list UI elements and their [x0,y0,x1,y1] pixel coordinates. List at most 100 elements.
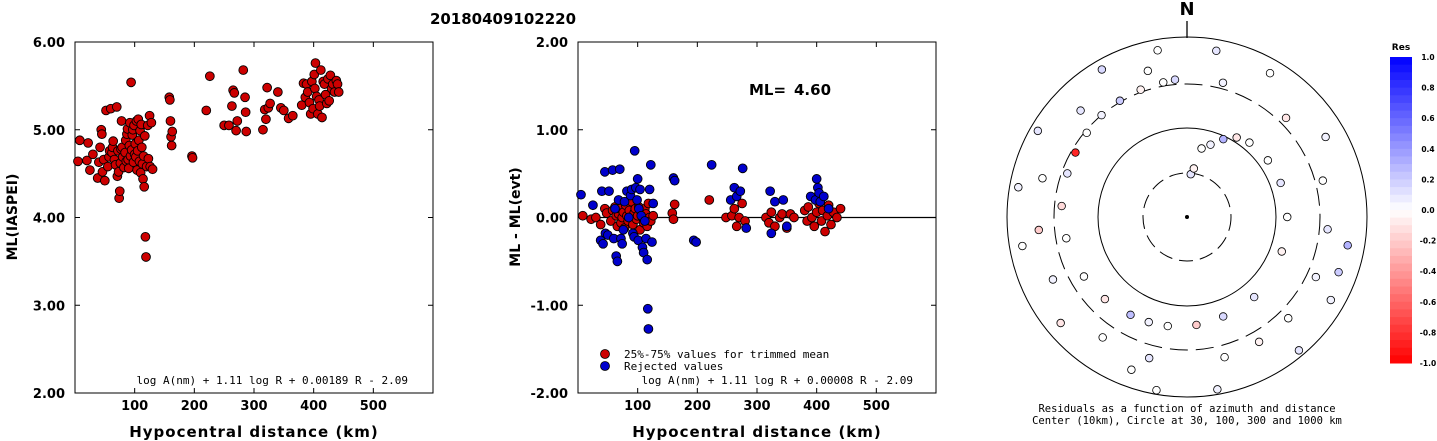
data-point [310,58,321,68]
y-tick-label: 2.00 [33,387,65,402]
data-point [333,87,344,97]
data-point [789,212,799,223]
data-point [617,238,628,249]
data-point [240,92,250,103]
data-point [770,196,780,207]
data-point [278,105,289,116]
residual-x-label: Hypocentral distance (km) [632,423,882,441]
station-residual [1062,234,1071,243]
station-residual [1034,225,1043,235]
colorbar-cell [1390,240,1412,249]
colorbar-cell [1390,317,1412,326]
residual-formula: log A(nm) + 1.11 log R + 0.00008 R - 2.0… [641,374,913,387]
colorbar-label: 0.2 [1421,175,1434,184]
data-point [141,252,151,262]
x-tick-label: 400 [300,399,327,414]
colorbar-cell [1390,79,1412,89]
station-residual [1192,320,1201,330]
data-point [598,238,608,249]
data-point [332,79,343,89]
colorbar-cell [1390,125,1412,134]
colorbar-cell [1390,294,1412,303]
data-point [126,77,136,88]
colorbar-cell [1390,148,1412,157]
station-residual [1079,272,1089,281]
colorbar-label: -1.0 [1420,359,1436,368]
station-residual [1057,201,1066,211]
x-tick-label: 300 [240,399,267,414]
data-point [265,98,275,109]
residual-legend: 25%-75% values for trimmed mean Rejected… [600,348,829,373]
data-point [165,116,176,126]
station-residual [1018,241,1027,251]
station-residual [1232,133,1241,142]
data-point [108,136,119,147]
colorbar-cells [1390,57,1412,364]
data-point [577,210,588,221]
event-title: 20180409102220 [430,10,576,28]
data-point [731,221,742,232]
colorbar: Res 1.0 0.8 0.6 0.4 0.2 0.0 -0.2 -0.4 -0.6 -0.8 -1… [1390,43,1436,368]
data-point [85,165,95,175]
station-residual [1076,106,1085,115]
data-point [82,155,92,166]
station-residual [1189,164,1199,173]
y-tick-label: 3.00 [33,299,65,314]
data-point [735,186,746,197]
data-point [165,95,175,105]
data-point [231,125,241,136]
station-residual [1159,78,1168,87]
magnitude-ticks: 100 200 300 400 500 2.00 3.00 4.00 5.00 6.00 [33,36,433,414]
data-point [74,135,85,146]
magnitude-x-label: Hypocentral distance (km) [129,423,379,441]
data-point [116,116,127,126]
station-residual [1063,169,1072,178]
colorbar-cell [1390,179,1412,188]
data-point [704,195,715,205]
colorbar-cell [1390,171,1412,180]
data-point [691,237,701,247]
station-residual [1115,96,1125,105]
colorbar-title: Res [1392,43,1410,53]
data-point [645,160,656,170]
data-point [204,71,215,82]
station-residual [1254,337,1264,347]
data-point [629,145,640,156]
station-residual [1284,314,1293,323]
station-residual [1136,85,1145,94]
colorbar-cell [1390,324,1412,333]
data-point [816,216,827,226]
y-tick-label: 2.00 [536,36,568,51]
data-point [766,228,777,239]
data-point [778,195,789,205]
station-residual [1126,310,1135,320]
station-residual [1100,294,1110,304]
station-residual [1082,128,1091,138]
y-tick-label: 6.00 [33,36,65,51]
colorbar-cell [1390,102,1412,112]
legend-label-trimmed: 25%-75% values for trimmed mean [624,348,829,361]
data-point [224,120,234,131]
data-point [832,212,842,223]
azimuth-caption-1: Residuals as a function of azimuth and d… [1038,403,1335,415]
magnitude-plot-frame [74,41,434,394]
station-residual [1197,144,1206,153]
colorbar-cell [1390,355,1412,364]
data-point [229,88,240,98]
station-residual [1143,66,1153,76]
colorbar-cell [1390,141,1412,150]
station-residual [1265,68,1275,78]
colorbar-cell [1390,118,1412,127]
colorbar-cell [1390,232,1412,242]
data-point [241,126,252,137]
data-point [261,114,271,125]
data-point [618,224,629,235]
station-residual [1323,225,1332,234]
data-point [729,203,740,214]
station-residual [1163,321,1172,331]
residual-y-label: ML - ML(evt) [508,167,524,266]
station-residual [1283,212,1292,222]
data-point [648,210,659,221]
station-residual [1245,138,1254,147]
data-point [623,212,634,223]
